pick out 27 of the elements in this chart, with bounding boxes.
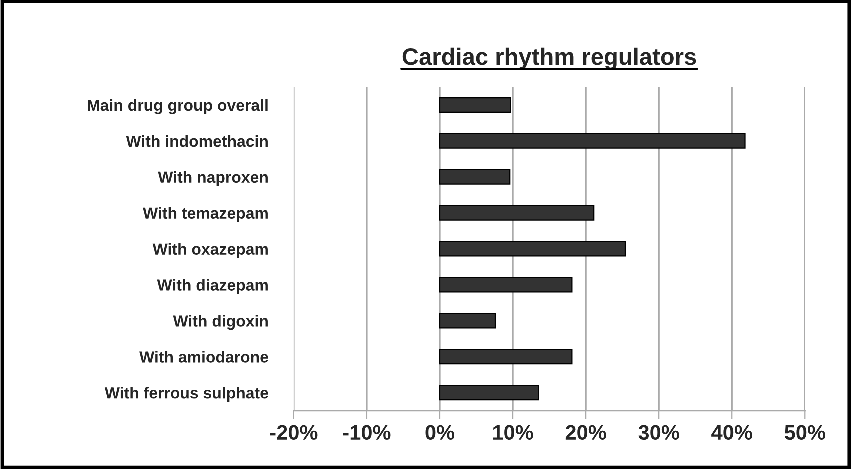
bar [439, 385, 540, 401]
bar [439, 133, 746, 149]
y-tick-label: With temazepam [143, 207, 268, 222]
x-tick-label: 40% [712, 425, 752, 440]
bar [439, 313, 496, 329]
x-tick-label: 10% [493, 425, 534, 440]
bar [439, 349, 573, 365]
x-tick-label: -20% [270, 425, 318, 440]
y-tick-label: With ferrous sulphate [104, 387, 268, 402]
x-tick-label: 30% [638, 425, 680, 440]
bar [439, 169, 511, 185]
x-tick-label: -10% [343, 425, 391, 440]
bar [439, 277, 573, 293]
y-tick-label: Main drug group overall [88, 99, 268, 114]
bar [439, 241, 626, 257]
y-tick-label: With digoxin [173, 315, 268, 330]
y-tick-label: With diazepam [157, 279, 268, 294]
bar [439, 97, 512, 113]
bar [439, 205, 595, 221]
x-tick-label: 0% [426, 425, 455, 440]
y-tick-label: With amiodarone [140, 351, 268, 363]
y-tick-label: With oxazepam [152, 243, 268, 258]
x-tick-label: 50% [784, 425, 826, 440]
x-tick-label: 20% [566, 425, 606, 440]
chart-title: Cardiac rhythm regulators [402, 48, 696, 70]
y-tick-label: With indomethacin [126, 135, 268, 148]
y-tick-label: With naproxen [158, 171, 268, 186]
